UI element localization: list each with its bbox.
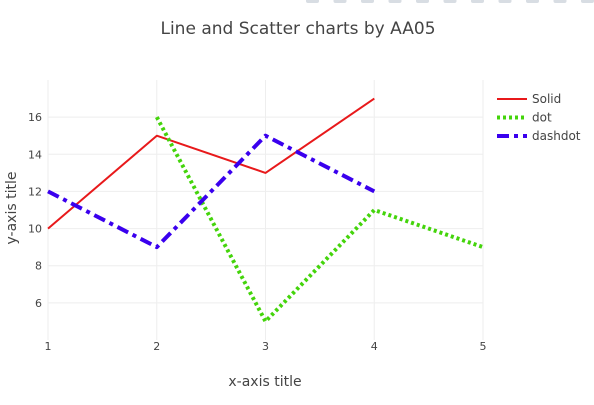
legend-label-solid[interactable]: Solid (532, 92, 561, 106)
y-tick-label: 6 (35, 297, 42, 310)
reset-axes-icon[interactable] (471, 0, 484, 3)
x-tick-label: 1 (45, 340, 52, 353)
x-tick-label: 5 (480, 340, 487, 353)
y-axis-title: y-axis title (4, 172, 20, 245)
series-line-dashdot (47, 133, 376, 250)
legend-label-dot[interactable]: dot (532, 111, 552, 125)
spike-lines-icon[interactable] (498, 0, 512, 3)
x-tick-label: 2 (153, 340, 160, 353)
zoom-out-icon[interactable] (416, 0, 429, 3)
x-axis-title: x-axis title (228, 374, 301, 390)
series-layer (47, 97, 484, 324)
hover-compare-icon[interactable] (553, 0, 567, 3)
legend-label-dashdot[interactable]: dashdot (532, 129, 581, 143)
y-tick-label: 16 (28, 111, 42, 124)
x-tick-label: 3 (262, 340, 269, 353)
grid (47, 80, 484, 340)
x-tick-label: 4 (371, 340, 378, 353)
modebar (306, 0, 594, 3)
y-tick-label: 10 (28, 223, 42, 236)
series-line-dot (155, 116, 484, 324)
series-line-solid (47, 97, 375, 230)
chart-title: Line and Scatter charts by AA05 (160, 19, 435, 39)
y-tick-label: 12 (28, 185, 42, 198)
y-tick-label: 14 (28, 148, 42, 161)
pan-icon[interactable] (361, 0, 374, 3)
autoscale-icon[interactable] (443, 0, 457, 3)
legend: Solid dot dashdot (497, 92, 581, 143)
zoom-in-icon[interactable] (388, 0, 402, 3)
plotly-logo-icon[interactable] (581, 0, 594, 3)
zoom-icon[interactable] (333, 0, 347, 3)
hover-closest-icon[interactable] (526, 0, 539, 3)
camera-icon[interactable] (306, 0, 319, 3)
y-tick-label: 8 (35, 260, 42, 273)
